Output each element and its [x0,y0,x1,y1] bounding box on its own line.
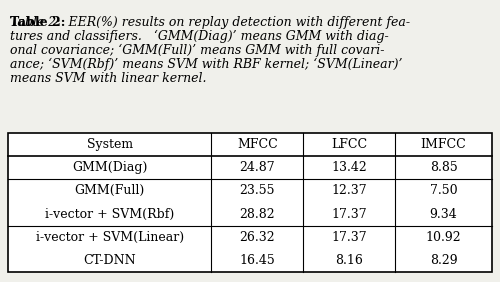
Text: 17.37: 17.37 [332,208,367,221]
Bar [8,133,492,272]
Text: CT-DNN: CT-DNN [84,254,136,267]
Text: System: System [86,138,132,151]
Text: 8.85: 8.85 [430,161,458,174]
Text: 23.55: 23.55 [240,184,275,197]
Text: 10.92: 10.92 [426,231,462,244]
Text: GMM(Diag): GMM(Diag) [72,161,148,174]
Text: means SVM with linear kernel.: means SVM with linear kernel. [10,72,206,85]
Text: 9.34: 9.34 [430,208,458,221]
Text: 12.37: 12.37 [332,184,367,197]
Text: 17.37: 17.37 [332,231,367,244]
Text: 28.82: 28.82 [240,208,275,221]
Text: Table 2:  EER(%) results on replay detection with different fea-: Table 2: EER(%) results on replay detect… [10,16,410,29]
Text: MFCC: MFCC [237,138,278,151]
Text: 8.16: 8.16 [336,254,363,267]
Bar [8,133,492,272]
Text: 26.32: 26.32 [240,231,275,244]
Text: 8.29: 8.29 [430,254,458,267]
Text: GMM(Full): GMM(Full) [74,184,145,197]
Text: i-vector + SVM(Rbf): i-vector + SVM(Rbf) [45,208,174,221]
Text: ance; ‘SVM(Rbf)’ means SVM with RBF kernel; ‘SVM(Linear)’: ance; ‘SVM(Rbf)’ means SVM with RBF kern… [10,58,402,71]
Text: i-vector + SVM(Linear): i-vector + SVM(Linear) [36,231,184,244]
Text: IMFCC: IMFCC [420,138,467,151]
Text: 24.87: 24.87 [240,161,275,174]
Text: 13.42: 13.42 [332,161,367,174]
Text: LFCC: LFCC [331,138,368,151]
Text: onal covariance; ‘GMM(Full)’ means GMM with full covari-: onal covariance; ‘GMM(Full)’ means GMM w… [10,44,384,57]
Text: 16.45: 16.45 [240,254,275,267]
Text: 7.50: 7.50 [430,184,458,197]
Text: Table 2:: Table 2: [10,16,66,29]
Text: tures and classifiers.   ‘GMM(Diag)’ means GMM with diag-: tures and classifiers. ‘GMM(Diag)’ means… [10,30,389,43]
